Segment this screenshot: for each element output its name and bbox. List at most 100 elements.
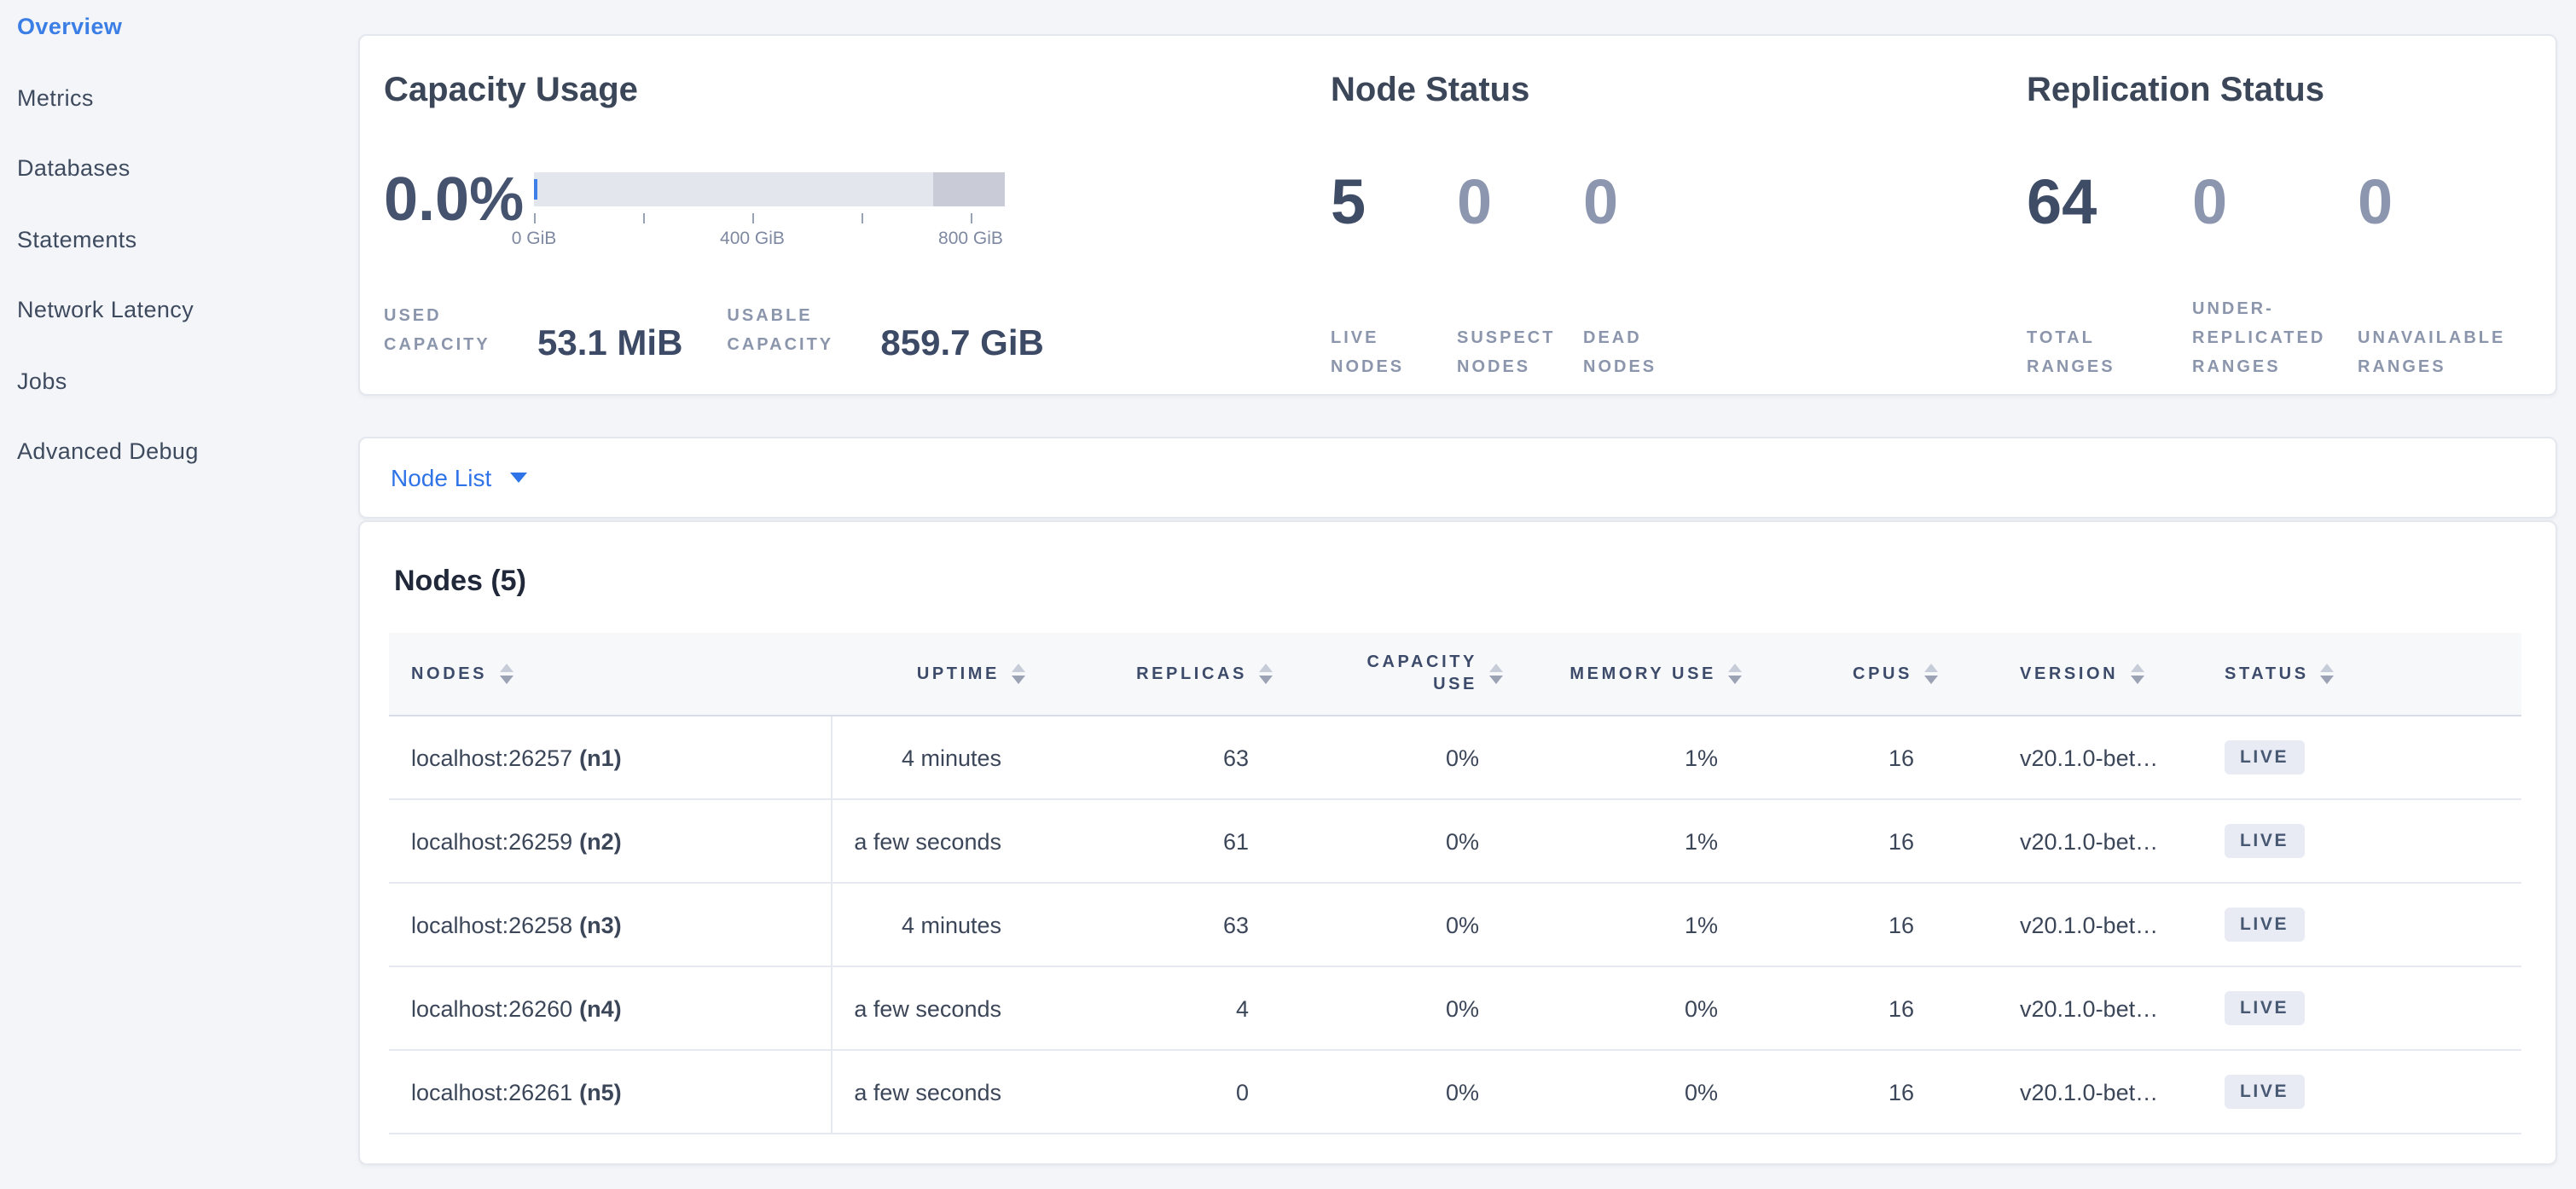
sort-icon[interactable] bbox=[2320, 664, 2335, 684]
column-header-memory-use[interactable]: MEMORY USE bbox=[1503, 664, 1742, 684]
node-address[interactable]: localhost:26259 bbox=[411, 828, 573, 854]
column-header-cpus[interactable]: CPUS bbox=[1742, 664, 1938, 684]
suspect-nodes-label: SUSPECT NODES bbox=[1457, 329, 1556, 377]
nodes-table: NODES UPTIME REPLICAS CAPACITY USE MEMOR… bbox=[389, 633, 2521, 1134]
dead-nodes-count: 0 bbox=[1583, 167, 1619, 237]
uptime-cell: a few seconds bbox=[854, 1079, 1001, 1105]
node-id: (n3) bbox=[579, 912, 622, 937]
node-address[interactable]: localhost:26261 bbox=[411, 1079, 573, 1105]
capacity-use-cell: 0% bbox=[1445, 1079, 1479, 1105]
total-ranges-label: TOTAL RANGES bbox=[2027, 329, 2115, 377]
column-header-version[interactable]: VERSION bbox=[1938, 664, 2211, 684]
node-status-numbers: 5 0 0 bbox=[1331, 171, 1709, 234]
column-header-nodes[interactable]: NODES bbox=[389, 664, 831, 684]
capacity-use-cell: 0% bbox=[1445, 828, 1479, 854]
capacity-used-percent: 0.0% bbox=[384, 164, 525, 234]
node-id: (n5) bbox=[579, 1079, 622, 1105]
memory-use-cell: 1% bbox=[1684, 745, 1718, 770]
node-id: (n1) bbox=[579, 745, 622, 770]
table-row[interactable]: localhost:26261 (n5) a few seconds 0 0% 0… bbox=[389, 1051, 2521, 1134]
version-cell: v20.1.0-bet… bbox=[2020, 912, 2159, 937]
sort-icon[interactable] bbox=[2130, 664, 2144, 684]
sidebar-item-advanced-debug[interactable]: Advanced Debug bbox=[17, 438, 199, 464]
sidebar-item-databases[interactable]: Databases bbox=[17, 155, 131, 181]
replication-numbers: 64 0 0 bbox=[2027, 171, 2523, 234]
sidebar-item-jobs[interactable]: Jobs bbox=[17, 368, 67, 393]
replication-labels: TOTAL RANGES UNDER-REPLICATED RANGES UNA… bbox=[2027, 300, 2523, 382]
cpus-cell: 16 bbox=[1888, 912, 1914, 937]
cpus-cell: 16 bbox=[1888, 745, 1914, 770]
table-row[interactable]: localhost:26257 (n1) 4 minutes 63 0% 1% 1… bbox=[389, 716, 2521, 800]
used-capacity-stat: USED CAPACITY 53.1 MiB bbox=[384, 302, 683, 363]
memory-use-cell: 1% bbox=[1684, 828, 1718, 854]
sidebar-item-metrics[interactable]: Metrics bbox=[17, 84, 94, 110]
used-capacity-value: 53.1 MiB bbox=[537, 324, 683, 363]
column-header-capacity-use[interactable]: CAPACITY USE bbox=[1273, 652, 1503, 696]
dead-nodes-label: DEAD NODES bbox=[1583, 329, 1657, 377]
memory-use-cell: 0% bbox=[1684, 995, 1718, 1021]
usable-capacity-label: USABLE CAPACITY bbox=[727, 307, 834, 355]
sidebar-item-overview[interactable]: Overview bbox=[17, 14, 123, 39]
sort-icon[interactable] bbox=[1489, 664, 1503, 684]
node-status-title: Node Status bbox=[1331, 72, 1530, 109]
table-row[interactable]: localhost:26258 (n3) 4 minutes 63 0% 1% 1… bbox=[389, 884, 2521, 967]
column-header-status[interactable]: STATUS bbox=[2211, 664, 2521, 684]
total-ranges-count: 64 bbox=[2027, 167, 2097, 237]
capacity-use-cell: 0% bbox=[1445, 995, 1479, 1021]
cpus-cell: 16 bbox=[1888, 828, 1914, 854]
nodes-card: Nodes (5) NODES UPTIME REPLICAS CAPACITY… bbox=[358, 520, 2557, 1165]
capacity-axis-ticks bbox=[534, 213, 1005, 223]
usable-capacity-stat: USABLE CAPACITY 859.7 GiB bbox=[727, 302, 1044, 363]
replicas-cell: 63 bbox=[1222, 912, 1249, 937]
version-cell: v20.1.0-bet… bbox=[2020, 745, 2159, 770]
node-address[interactable]: localhost:26260 bbox=[411, 995, 573, 1021]
version-cell: v20.1.0-bet… bbox=[2020, 1079, 2159, 1105]
replicas-cell: 0 bbox=[1235, 1079, 1249, 1105]
usable-capacity-value: 859.7 GiB bbox=[880, 324, 1044, 363]
memory-use-cell: 0% bbox=[1684, 1079, 1718, 1105]
uptime-cell: a few seconds bbox=[854, 828, 1001, 854]
axis-label-0gib: 0 GiB bbox=[511, 229, 557, 249]
under-replicated-ranges-count: 0 bbox=[2192, 167, 2228, 237]
node-address[interactable]: localhost:26257 bbox=[411, 745, 573, 770]
status-badge: LIVE bbox=[2225, 740, 2305, 775]
axis-label-800gib: 800 GiB bbox=[938, 229, 1003, 249]
version-cell: v20.1.0-bet… bbox=[2020, 995, 2159, 1021]
capacity-stats: USED CAPACITY 53.1 MiB USABLE CAPACITY 8… bbox=[384, 302, 1044, 363]
replicas-cell: 63 bbox=[1222, 745, 1249, 770]
uptime-cell: 4 minutes bbox=[901, 745, 1001, 770]
replication-status-title: Replication Status bbox=[2027, 72, 2324, 109]
status-badge: LIVE bbox=[2225, 1074, 2305, 1110]
status-badge: LIVE bbox=[2225, 990, 2305, 1026]
replicas-cell: 61 bbox=[1222, 828, 1249, 854]
under-replicated-ranges-label: UNDER-REPLICATED RANGES bbox=[2192, 300, 2326, 377]
uptime-cell: 4 minutes bbox=[901, 912, 1001, 937]
unavailable-ranges-count: 0 bbox=[2358, 167, 2393, 237]
table-row[interactable]: localhost:26260 (n4) a few seconds 4 0% 0… bbox=[389, 967, 2521, 1051]
node-id: (n4) bbox=[579, 995, 622, 1021]
sidebar-item-statements[interactable]: Statements bbox=[17, 226, 137, 252]
sort-icon[interactable] bbox=[1012, 664, 1025, 684]
uptime-cell: a few seconds bbox=[854, 995, 1001, 1021]
capacity-bar-overflow-segment bbox=[933, 172, 1005, 206]
node-address[interactable]: localhost:26258 bbox=[411, 912, 573, 937]
capacity-axis-labels: 0 GiB 400 GiB 800 GiB bbox=[512, 229, 1005, 252]
suspect-nodes-count: 0 bbox=[1457, 167, 1493, 237]
used-capacity-label: USED CAPACITY bbox=[384, 307, 490, 355]
cpus-cell: 16 bbox=[1888, 1079, 1914, 1105]
sidebar-item-network-latency[interactable]: Network Latency bbox=[17, 297, 194, 322]
sort-icon[interactable] bbox=[1728, 664, 1742, 684]
capacity-usage-title: Capacity Usage bbox=[384, 72, 638, 109]
unavailable-ranges-label: UNAVAILABLE RANGES bbox=[2358, 329, 2506, 377]
column-header-uptime[interactable]: UPTIME bbox=[831, 664, 1025, 684]
table-header-row: NODES UPTIME REPLICAS CAPACITY USE MEMOR… bbox=[389, 633, 2521, 716]
column-header-replicas[interactable]: REPLICAS bbox=[1025, 664, 1273, 684]
table-row[interactable]: localhost:26259 (n2) a few seconds 61 0% … bbox=[389, 800, 2521, 884]
node-list-card: Node List bbox=[358, 437, 2557, 519]
sort-icon[interactable] bbox=[499, 664, 513, 684]
sort-icon[interactable] bbox=[1924, 664, 1938, 684]
node-list-dropdown[interactable]: Node List bbox=[391, 438, 528, 517]
capacity-bar-chart: 0 GiB 400 GiB 800 GiB bbox=[512, 172, 1012, 252]
sort-icon[interactable] bbox=[1259, 664, 1273, 684]
